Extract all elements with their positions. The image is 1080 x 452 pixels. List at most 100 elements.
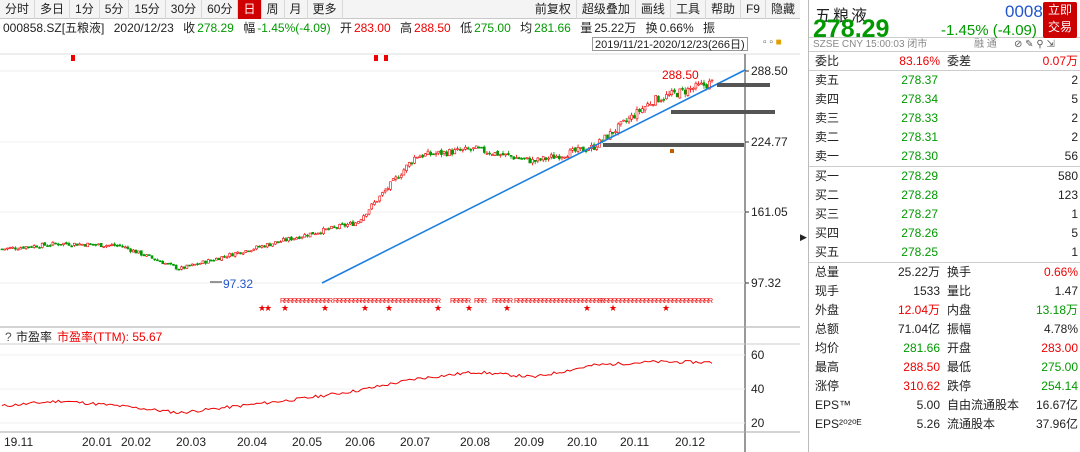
quote-date: 2020/12/23 [113, 21, 174, 35]
signal-r: R [546, 298, 551, 305]
tab-30min[interactable]: 30分 [166, 0, 203, 19]
tab-intraday[interactable]: 分时 [0, 0, 36, 19]
candle-body [105, 245, 108, 247]
order-book-row[interactable]: 买四 278.26 5 [809, 224, 1080, 243]
order-book-row[interactable]: 买一 278.29 580 [809, 167, 1080, 186]
lock-icon[interactable]: ■ [775, 37, 782, 48]
order-book-row[interactable]: 买二 278.28 123 [809, 186, 1080, 205]
candlesticks [0, 78, 714, 271]
stat-value: 0.66% [1043, 265, 1078, 279]
candle-body [300, 236, 304, 239]
marker-small [670, 149, 674, 153]
candle-body [102, 246, 106, 248]
x-label: 20.06 [345, 435, 375, 449]
stat-label: 外盘 [815, 303, 840, 317]
tab-multiday[interactable]: 多日 [35, 0, 71, 19]
drawn-bar-3[interactable] [603, 143, 744, 147]
candle-body [517, 157, 521, 160]
candle-body [405, 164, 408, 171]
panel-tool-icons[interactable]: ⊘ ✎ ⚲ ⇲ [1014, 39, 1055, 50]
level-label: 买三 [815, 207, 840, 221]
candle-body [86, 242, 90, 248]
order-book-row[interactable]: 卖一 278.30 56 [809, 147, 1080, 166]
level-volume: 580 [1057, 169, 1078, 183]
candle-body [464, 146, 467, 150]
overlay-button[interactable]: 超级叠加 [577, 0, 636, 19]
marker [374, 55, 378, 61]
level-volume: 123 [1057, 188, 1078, 202]
candle-body [196, 263, 199, 265]
candle-body [474, 145, 478, 149]
candle-body [40, 242, 44, 248]
signal-r: R [368, 298, 373, 305]
signal-r: R [522, 298, 527, 305]
signal-r: R [504, 298, 509, 305]
draw-line-button[interactable]: 画线 [636, 0, 671, 19]
trend-line[interactable] [321, 69, 746, 284]
drawn-bar-2[interactable] [671, 110, 775, 114]
order-book-row[interactable]: 卖四 278.34 5 [809, 90, 1080, 109]
minus-icon[interactable]: ▫ [763, 37, 767, 48]
order-book-row[interactable]: 买五 278.25 1 [809, 243, 1080, 262]
y-label-bottom: 97.32 [751, 276, 781, 290]
candle-body [322, 228, 325, 235]
f9-button[interactable]: F9 [741, 0, 766, 19]
candle-body [571, 148, 574, 151]
candle-body [228, 253, 232, 257]
candle-body [627, 117, 631, 123]
candle-body [279, 241, 282, 243]
candle-body [670, 90, 674, 95]
kline-chart[interactable]: 288.50 224.77 161.05 97.32 288.50 97.32 … [0, 52, 800, 452]
candle-body [19, 247, 23, 250]
tab-1min[interactable]: 1分 [70, 0, 100, 19]
pe-y-20: 20 [751, 416, 765, 430]
candle-body [662, 99, 666, 101]
signal-r: R [590, 298, 595, 305]
help-button[interactable]: 帮助 [706, 0, 741, 19]
signal-r: R [578, 298, 583, 305]
plus-icon[interactable]: ▫ [769, 37, 773, 48]
candle-body [236, 251, 240, 254]
tab-more[interactable]: 更多 [308, 0, 343, 19]
candle-body [123, 246, 127, 249]
signal-r: R [364, 298, 369, 305]
bid-book: 买一 278.29 580 买二 278.28 123 买三 278.27 1 买四 … [809, 167, 1080, 263]
tab-5min[interactable]: 5分 [100, 0, 130, 19]
tab-60min[interactable]: 60分 [202, 0, 239, 19]
tab-month[interactable]: 月 [285, 0, 308, 19]
order-book-row[interactable]: 买三 278.27 1 [809, 205, 1080, 224]
help-icon[interactable]: ? [5, 330, 12, 344]
drawn-bar-1[interactable] [717, 83, 770, 87]
tools-button[interactable]: 工具 [671, 0, 706, 19]
order-book-row[interactable]: 卖三 278.33 2 [809, 109, 1080, 128]
stat-value: 288.50 [903, 360, 940, 374]
candle-body [450, 149, 454, 155]
signal-r: R [436, 298, 441, 305]
tab-15min[interactable]: 15分 [129, 0, 166, 19]
candle-body [675, 92, 679, 98]
x-label: 20.05 [292, 435, 322, 449]
candle-body [217, 257, 221, 261]
trade-button[interactable]: 立即交易 [1043, 2, 1077, 38]
stock-name: 五粮液 [815, 8, 870, 25]
tab-day[interactable]: 日 [238, 0, 262, 19]
level-label: 买二 [815, 188, 840, 202]
candle-body [201, 260, 205, 264]
order-book-row[interactable]: 卖二 278.31 2 [809, 128, 1080, 147]
tab-week[interactable]: 周 [262, 0, 285, 19]
signal-r: R [652, 298, 657, 305]
candle-body [515, 157, 518, 159]
signal-r: R [308, 298, 313, 305]
collapse-arrow-icon[interactable]: ▶ [800, 232, 807, 242]
candle-body [608, 131, 612, 140]
candle-body [107, 244, 111, 247]
order-book-row[interactable]: 卖五 278.37 2 [809, 71, 1080, 90]
candle-body [97, 243, 100, 246]
signal-r: R [640, 298, 645, 305]
signal-r: R [668, 298, 673, 305]
adjust-button[interactable]: 前复权 [530, 0, 577, 19]
date-range[interactable]: 2019/11/21-2020/12/23(266日) [592, 37, 748, 51]
candle-body [555, 155, 558, 158]
signal-r: R [345, 298, 350, 305]
hide-button[interactable]: 隐藏 [770, 1, 795, 16]
